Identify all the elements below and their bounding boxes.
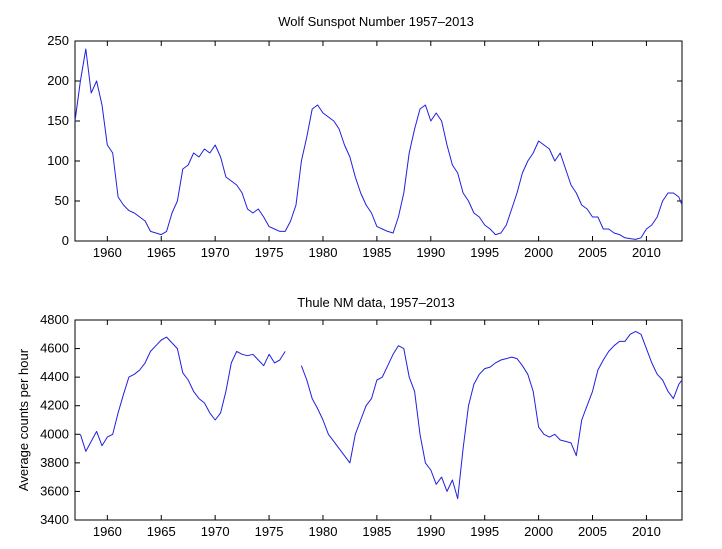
series-sunspot — [74, 48, 683, 240]
plot-frame-sunspot — [74, 40, 683, 242]
y-tick-label: 3600 — [40, 483, 69, 498]
x-tick-label: 2010 — [632, 245, 661, 260]
y-tick-label: 200 — [47, 73, 69, 88]
y-tick-label: 3800 — [40, 455, 69, 470]
x-tick-label: 1975 — [255, 245, 284, 260]
y-tick-label: 50 — [55, 193, 69, 208]
series-thule — [79, 330, 683, 500]
x-tick-label: 1970 — [201, 245, 230, 260]
series-line-0-0 — [74, 48, 683, 240]
y-axis-label-thule: Average counts per hour — [16, 348, 31, 491]
y-tick-label: 4200 — [40, 398, 69, 413]
x-tick-label: 1980 — [309, 524, 338, 539]
y-tick-label: 4800 — [40, 312, 69, 327]
plot-frame-thule — [74, 319, 683, 521]
x-tick-label: 2000 — [524, 245, 553, 260]
x-tick-label: 1995 — [470, 524, 499, 539]
x-tick-label: 1995 — [470, 245, 499, 260]
x-tick-label: 2005 — [578, 524, 607, 539]
y-tick-label: 250 — [47, 33, 69, 48]
x-tick-label: 1960 — [93, 245, 122, 260]
x-tick-label: 1970 — [201, 524, 230, 539]
y-tick-label: 4000 — [40, 426, 69, 441]
ticks-thule: 1960 1965 1970 1975 1980 1985 1990 1995 2000 2005… — [40, 312, 682, 539]
x-tick-label: 1960 — [93, 524, 122, 539]
y-tick-label: 100 — [47, 153, 69, 168]
x-tick-label: 1985 — [362, 245, 391, 260]
series-line-1-1 — [300, 330, 683, 500]
x-tick-label: 1985 — [362, 524, 391, 539]
x-tick-label: 1980 — [309, 245, 338, 260]
ticks-sunspot: 1960 1965 1970 1975 1980 1985 1990 1995 2000 2005… — [47, 33, 682, 260]
series-line-1-0 — [79, 336, 286, 452]
x-tick-label: 1975 — [255, 524, 284, 539]
y-tick-label: 3400 — [40, 512, 69, 527]
x-tick-label: 1990 — [416, 245, 445, 260]
sunspot-chart: Wolf Sunspot Number 1957–2013 1960 1965 19… — [47, 14, 683, 260]
y-tick-label: 4400 — [40, 369, 69, 384]
x-tick-label: 2000 — [524, 524, 553, 539]
x-tick-label: 2010 — [632, 524, 661, 539]
y-tick-label: 150 — [47, 113, 69, 128]
y-tick-label: 0 — [62, 233, 69, 248]
x-tick-label: 1965 — [147, 245, 176, 260]
chart-title-thule: Thule NM data, 1957–2013 — [297, 295, 455, 310]
x-tick-label: 1990 — [416, 524, 445, 539]
chart-title-sunspot: Wolf Sunspot Number 1957–2013 — [278, 14, 474, 29]
thule-chart: Thule NM data, 1957–2013 Average counts … — [16, 295, 683, 539]
x-tick-label: 1965 — [147, 524, 176, 539]
x-tick-label: 2005 — [578, 245, 607, 260]
y-tick-label: 4600 — [40, 341, 69, 356]
